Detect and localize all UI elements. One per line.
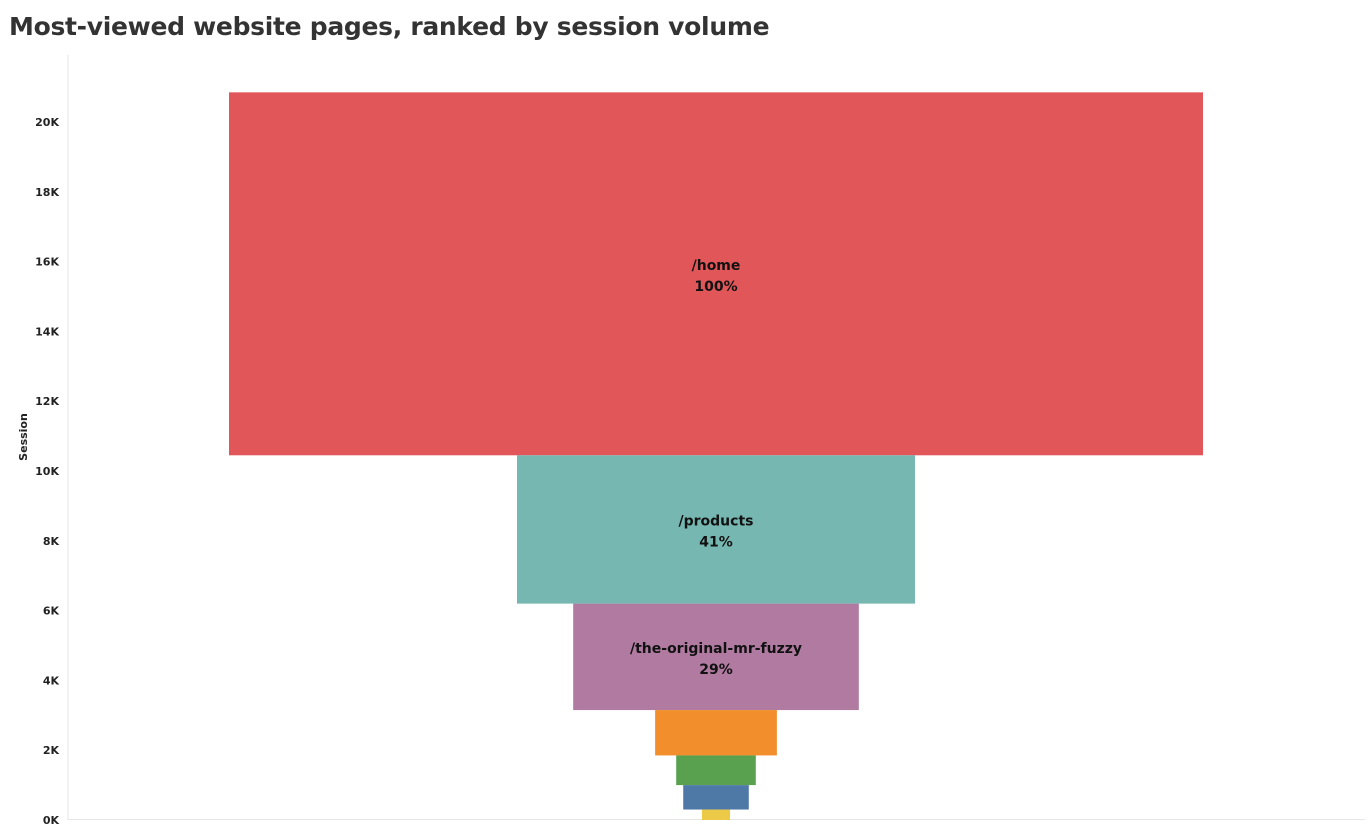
y-tick-label: 10K — [35, 465, 59, 478]
y-tick-label: 6K — [43, 605, 60, 618]
funnel-bar[interactable] — [683, 785, 749, 810]
bar-percent-label: 100% — [694, 279, 737, 295]
y-tick-label: 16K — [35, 256, 59, 269]
y-axis-label: Session — [17, 413, 30, 461]
y-tick-label: 18K — [35, 186, 59, 199]
bar-percent-label: 41% — [699, 534, 733, 550]
bar-percent-label: 29% — [699, 662, 733, 678]
funnel-bar[interactable] — [655, 710, 777, 756]
bar-page-label: /the-original-mr-fuzzy — [630, 641, 802, 657]
y-tick-label: 2K — [43, 744, 60, 757]
y-tick-label: 4K — [43, 674, 60, 687]
y-tick-label: 14K — [35, 325, 59, 338]
bar-page-label: /home — [692, 258, 741, 274]
y-tick-label: 8K — [43, 535, 60, 548]
y-tick-label: 20K — [35, 116, 59, 129]
funnel-bars: /home 100% /products 41% /the-original-mr-fu… — [229, 92, 1203, 820]
funnel-bar[interactable] — [701, 809, 731, 820]
funnel-bar[interactable] — [573, 603, 859, 711]
chart-title: Most-viewed website pages, ranked by ses… — [9, 12, 770, 41]
y-tick-label: 0K — [43, 814, 60, 826]
y-axis-ticks: 0K 2K 4K 6K 8K 10K 12K 14K 16K 18K 20K — [35, 116, 59, 826]
funnel-bar[interactable] — [516, 455, 916, 604]
funnel-bar[interactable] — [229, 92, 1203, 456]
y-tick-label: 12K — [35, 395, 59, 408]
bar-page-label: /products — [679, 513, 754, 529]
funnel-bar[interactable] — [676, 755, 756, 786]
